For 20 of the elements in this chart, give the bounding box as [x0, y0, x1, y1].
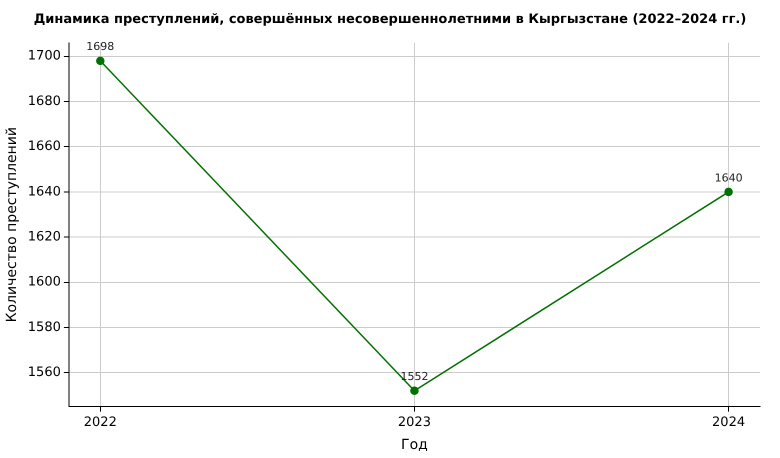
data-label: 1640 — [714, 171, 743, 184]
y-tick-label: 1620 — [28, 230, 61, 245]
y-tick-label: 1680 — [28, 94, 61, 109]
y-tick-label: 1580 — [28, 320, 61, 335]
chart-title: Динамика преступлений, совершённых несовершеннолетними в Кыргызстане (2022–2024 гг.) — [32, 12, 748, 27]
y-tick-label: 1700 — [28, 48, 61, 64]
x-tick-label: 2023 — [398, 414, 431, 430]
y-tick-label: 1660 — [28, 139, 61, 154]
data-label: 1698 — [86, 40, 114, 54]
point — [410, 386, 419, 396]
y-axis-title: Количество преступлений — [4, 126, 20, 322]
x-tick-label: 2024 — [712, 414, 746, 430]
y-tick-label: 1640 — [28, 184, 61, 200]
point — [96, 56, 105, 66]
data-label: 1552 — [400, 370, 428, 384]
x-axis-title: Год — [401, 437, 428, 454]
y-tick-label: 1560 — [28, 365, 61, 380]
y-tick-label: 1600 — [28, 274, 61, 290]
x-tick-label: 2022 — [84, 414, 117, 430]
point — [724, 188, 733, 196]
